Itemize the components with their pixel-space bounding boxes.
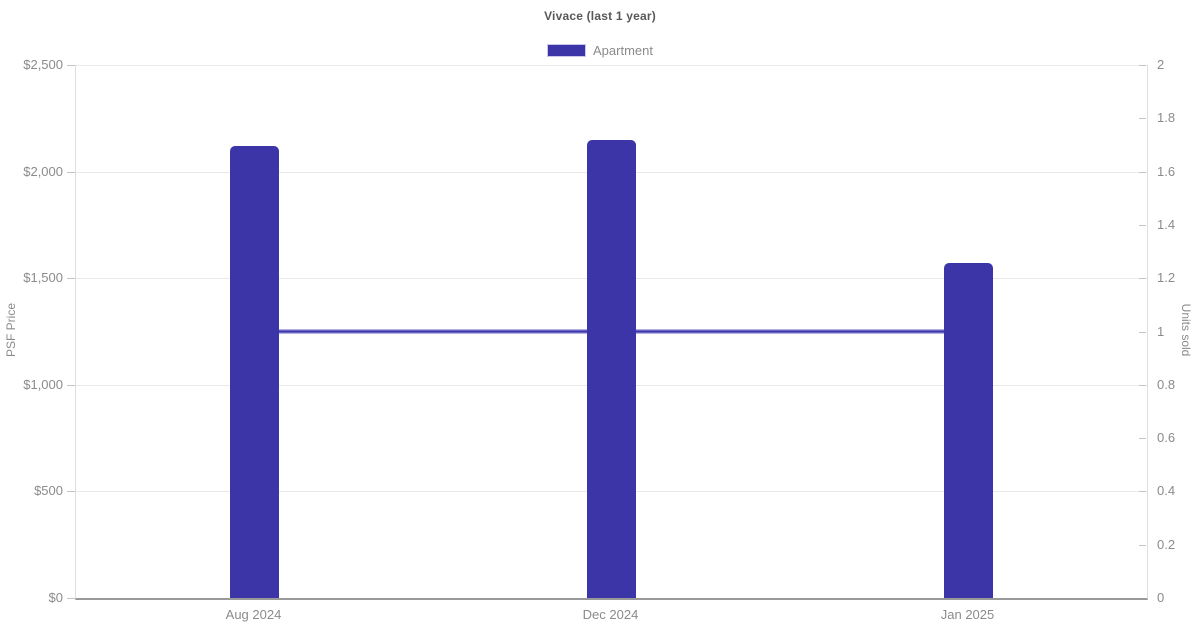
y-axis-tick-label-right: 1: [1157, 323, 1165, 339]
y-axis-tick-left: [67, 491, 75, 493]
y-axis-tick-label-left: $0: [48, 590, 63, 605]
y-axis-tick-left: [67, 65, 75, 66]
y-axis-tick-label-right: 1.2: [1157, 270, 1176, 286]
chart-title: Vivace (last 1 year): [544, 9, 656, 23]
y-axis-tick-label-right: 0.4: [1157, 483, 1176, 499]
y-axis-tick-right: [1139, 118, 1146, 120]
y-axis-tick-right: [1139, 438, 1146, 440]
plot-area: [75, 65, 1148, 600]
y-axis-tick-label-right: 1.4: [1157, 216, 1176, 232]
gridline: [76, 65, 1147, 66]
y-axis-tick-right: [1139, 491, 1146, 493]
y-axis-tick-label-right: 1.6: [1157, 163, 1176, 179]
y-axis-tick-label-left: $2,000: [23, 163, 63, 179]
y-axis-tick-left: [67, 598, 75, 599]
bar-aug-2024[interactable]: [230, 146, 279, 598]
y-axis-tick-right: [1139, 171, 1146, 173]
y-axis-tick-left: [67, 171, 75, 173]
y-axis-tick-label-right: 0: [1157, 590, 1165, 605]
x-axis-tick-label: Aug 2024: [225, 607, 282, 622]
y-axis-tick-right: [1139, 544, 1146, 546]
chart-legend: Apartment: [0, 43, 1200, 58]
y-axis-tick-right: [1139, 384, 1146, 386]
x-axis-tick-label: Jan 2025: [940, 607, 995, 622]
y-axis-tick-left: [67, 384, 75, 386]
y-axis-tick-label-left: $500: [34, 483, 63, 499]
y-axis-tick-label-right: 2: [1157, 57, 1165, 72]
y-axis-tick-label-left: $1,500: [23, 270, 63, 286]
y-axis-tick-right: [1139, 278, 1146, 280]
y-axis-tick-label-right: 0.8: [1157, 376, 1176, 392]
y-axis-tick-right: [1139, 65, 1146, 66]
x-axis-tick-label: Dec 2024: [582, 607, 639, 622]
y-axis-tick-label-right: 0.2: [1157, 536, 1176, 552]
bar-jan-2025[interactable]: [944, 262, 993, 598]
y-axis-tick-right: [1139, 331, 1146, 333]
y-axis-tick-label-right: 0.6: [1157, 430, 1176, 446]
y-axis-tick-label-left: $1,000: [23, 376, 63, 392]
y-axis-tick-left: [67, 278, 75, 280]
y-axis-title-left: PSF Price: [4, 302, 18, 358]
y-axis-tick-right: [1139, 224, 1146, 226]
y-axis-tick-label-left: $2,500: [23, 57, 63, 72]
legend-swatch-apartment[interactable]: [547, 44, 586, 57]
legend-label-apartment[interactable]: Apartment: [593, 42, 653, 58]
bar-dec-2024[interactable]: [587, 140, 636, 598]
y-axis-tick-label-right: 1.8: [1157, 110, 1176, 126]
